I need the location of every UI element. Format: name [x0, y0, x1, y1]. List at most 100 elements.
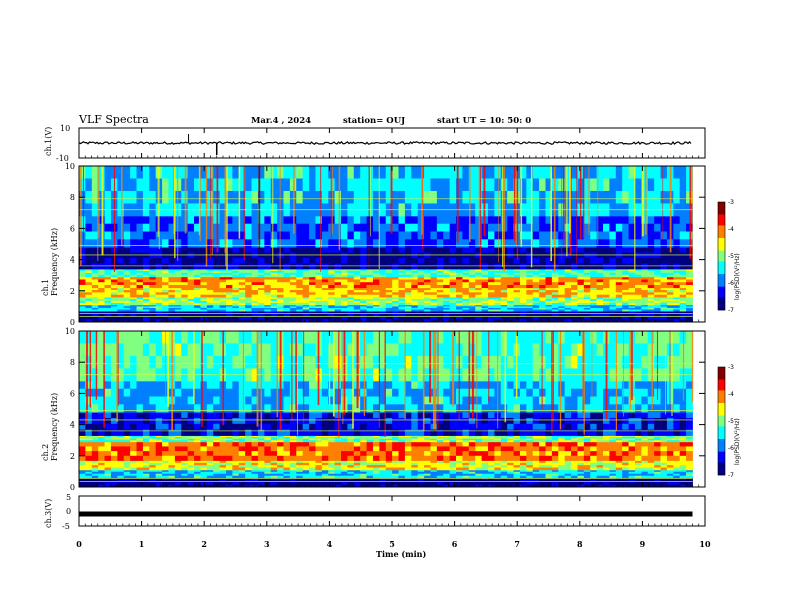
ch2-spec-cell: [487, 471, 495, 475]
ch2-spec-cell: [315, 460, 323, 464]
ch2-spec-cell: [366, 462, 374, 466]
ch1-spec-cell: [449, 292, 457, 296]
ch1-spec-cell: [532, 316, 540, 320]
ch2-spec-cell: [187, 484, 195, 488]
ch1-spec-cell: [641, 231, 649, 240]
ch1-spec-cell: [347, 279, 355, 283]
ch1-spec-cell: [149, 272, 157, 276]
ch2-spec-cell: [666, 477, 674, 481]
ch2-spec-cell: [686, 475, 693, 479]
ch1-spec-cell: [532, 231, 540, 240]
ch2-spec-cell: [545, 460, 553, 464]
ch1-spec-cell: [385, 292, 393, 296]
ch1-spec-cell: [475, 272, 482, 276]
ch2-spec-cell: [136, 475, 144, 479]
ch1-spec-cell: [539, 282, 546, 286]
ch2-spec-cell: [443, 446, 451, 452]
ch2-spec-cell: [564, 482, 572, 486]
ch1-spec-cell: [85, 239, 93, 248]
ch1-spec-cell: [206, 270, 214, 274]
ch2-spec-cell: [577, 467, 585, 471]
ch1-spec-cell: [686, 223, 693, 232]
ch1-spec-cell: [200, 282, 208, 286]
ch1-spec-cell: [315, 307, 323, 310]
ch2-spec-cell: [232, 462, 240, 466]
ch1-spec-cell: [398, 287, 406, 291]
ch1-spec-cell: [609, 290, 617, 293]
ch2-spec-cell: [564, 441, 572, 447]
ch1-spec-cell: [206, 284, 214, 289]
ch1-spec-cell: [411, 302, 419, 306]
ch1-spec-cell: [481, 304, 489, 307]
ch2-spec-cell: [647, 471, 655, 475]
ch1-spec-cell: [603, 287, 610, 291]
ch1-spec-cell: [334, 166, 342, 179]
ch1-spec-cell: [654, 252, 661, 259]
ch1-spec-cell: [168, 166, 176, 179]
ch1-spec-cell: [622, 215, 629, 225]
ch1-spec-cell: [519, 276, 527, 280]
ch2-spec-cell: [372, 460, 380, 464]
ch1-spec-cell: [341, 311, 348, 315]
ch1-spec-cell: [213, 298, 220, 302]
ch1-spec-cell: [443, 294, 451, 298]
ch1-spec-cell: [85, 252, 93, 259]
ch2-spec-cell: [91, 451, 99, 457]
ch2-spec-cell: [545, 467, 553, 471]
ch2-spec-cell: [136, 473, 144, 477]
ch2-spec-cell: [545, 462, 553, 466]
ch1-spec-cell: [257, 239, 265, 248]
ch1-spec-cell: [130, 297, 137, 300]
ch2-spec-cell: [366, 465, 374, 468]
ch1-spec-cell: [654, 276, 661, 280]
ch2-spec-cell: [155, 446, 163, 452]
ch1-spec-cell: [622, 274, 629, 278]
ch2-spec-cell: [487, 484, 495, 488]
ch1-spec-cell: [366, 284, 374, 289]
ch1-spec-cell: [341, 298, 348, 302]
ch1-spec-cell: [398, 258, 406, 264]
ch1-spec-cell: [315, 263, 323, 270]
ch2-spec-cell: [309, 441, 316, 447]
ch1-spec-cell: [519, 309, 527, 312]
ch1-spec-cell: [398, 302, 406, 306]
ch2-spec-cell: [398, 441, 406, 447]
ch1-spec-cell: [155, 307, 163, 310]
ch2-spec-cell: [379, 446, 387, 452]
ch2-spec-cell: [264, 451, 272, 457]
ch1-spec-cell: [79, 304, 86, 307]
ch1-spec-cell: [615, 263, 623, 270]
ch2-spec-cell: [264, 482, 272, 486]
ch1-spec-cell: [654, 223, 661, 232]
ch1-spec-cell: [257, 306, 265, 309]
ch1-spec-cell: [686, 294, 693, 298]
ch1-spec-cell: [475, 294, 482, 298]
ch1-spec-cell: [609, 311, 617, 315]
ch2-spec-cell: [507, 467, 514, 471]
ch1-spec-cell: [660, 223, 668, 232]
ch1-spec-cell: [123, 247, 131, 253]
ch2-spec-cell: [379, 451, 387, 457]
ch1-spec-cell: [392, 223, 399, 232]
ch2-spec-cell: [660, 460, 668, 464]
ch1-spec-cell: [245, 309, 252, 312]
ch2-spec-cell: [392, 462, 399, 466]
ch1-spec-cell: [174, 316, 182, 320]
ch2-spec-cell: [641, 460, 649, 464]
ch1-spec-cell: [238, 178, 246, 192]
ch2-spec-cell: [545, 465, 553, 468]
ch1-spec-cell: [411, 294, 419, 298]
ch1-spec-cell: [309, 313, 316, 317]
ch1-spec-cell: [110, 279, 118, 283]
ch2-spec-cell: [270, 462, 278, 466]
ch2-spec-cell: [264, 469, 272, 473]
ch2-spec-cell: [583, 473, 591, 477]
ch1-spec-cell: [539, 263, 546, 270]
ch1-spec-cell: [162, 319, 169, 323]
ch2-spec-cell: [200, 467, 208, 471]
ch1-spec-cell: [596, 292, 604, 296]
ch1-spec-cell: [500, 307, 508, 310]
ch1-spec-cell: [596, 263, 604, 270]
ch1-spec-cell: [654, 302, 661, 306]
ch2-spec-cell: [85, 471, 93, 475]
